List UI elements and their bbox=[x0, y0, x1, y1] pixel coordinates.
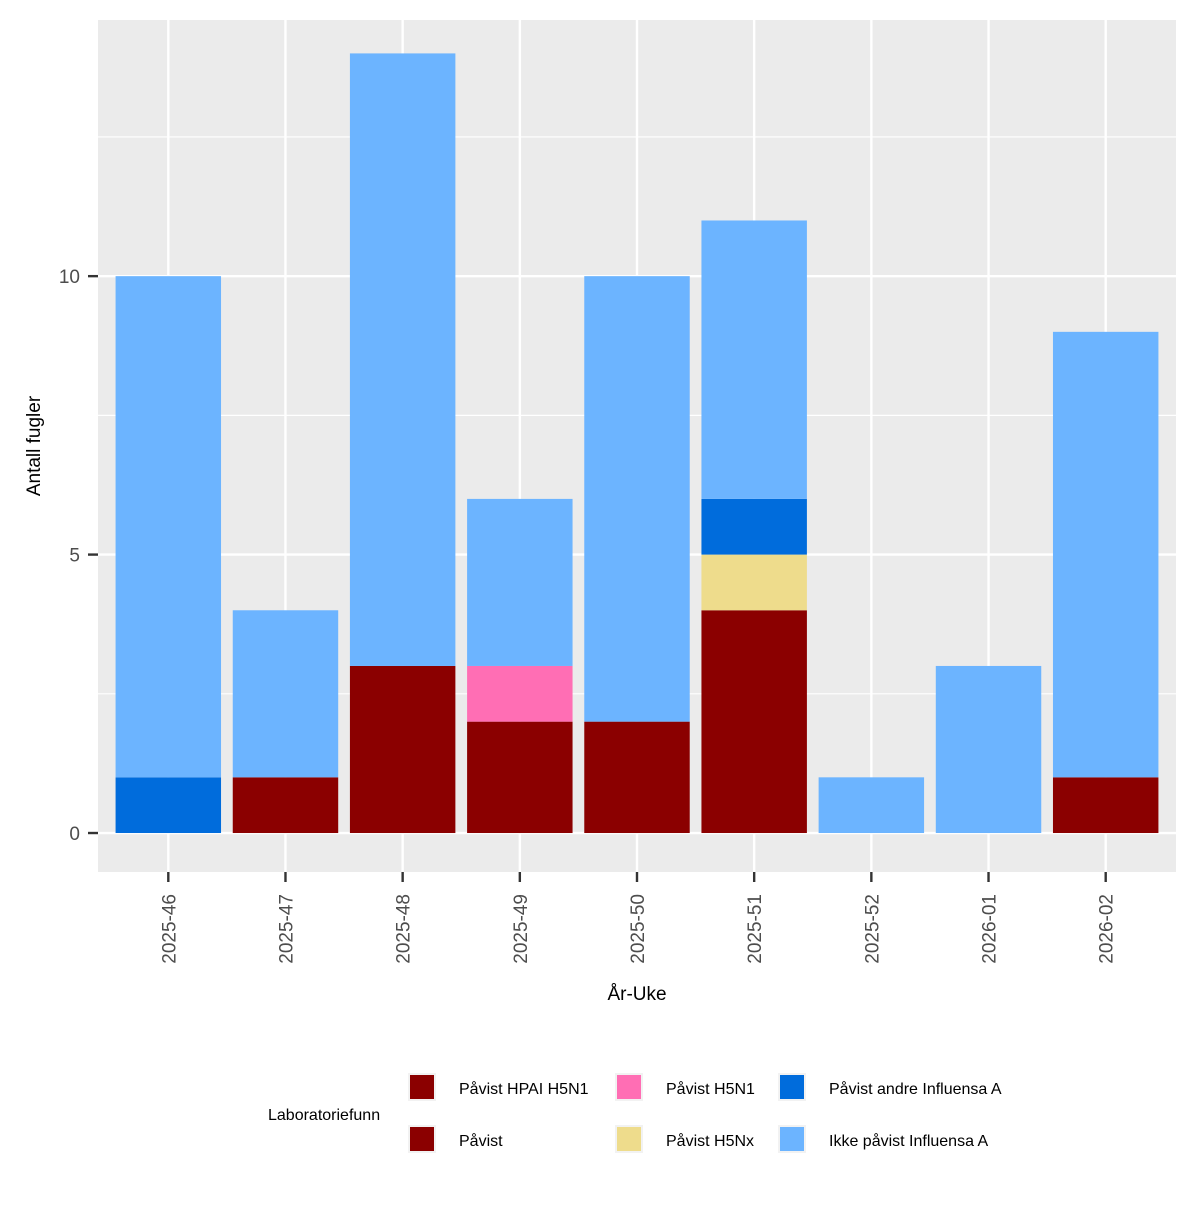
bar-segment bbox=[467, 721, 573, 834]
legend-label: Påvist andre Influensa A bbox=[829, 1080, 1002, 1098]
legend-key-swatch bbox=[780, 1075, 804, 1099]
legend-label: Påvist H5Nx bbox=[666, 1132, 754, 1150]
y-tick-label: 5 bbox=[69, 546, 80, 567]
bar-segment bbox=[467, 498, 573, 666]
x-tick-label: 2025-52 bbox=[862, 894, 883, 964]
x-tick-label: 2025-48 bbox=[394, 894, 415, 964]
legend-label: Påvist HPAI H5N1 bbox=[459, 1080, 589, 1098]
x-tick-label: 2026-02 bbox=[1097, 894, 1118, 964]
bar-segment bbox=[1052, 331, 1159, 778]
x-axis-title: År-Uke bbox=[607, 984, 666, 1005]
legend-label: Ikke påvist Influensa A bbox=[829, 1132, 989, 1150]
bar-segment bbox=[701, 610, 807, 834]
bar-segment bbox=[467, 665, 573, 722]
legend-title: Laboratoriefunn bbox=[268, 1107, 380, 1124]
x-tick-label: 2025-49 bbox=[511, 894, 532, 964]
bar-segment bbox=[349, 53, 456, 666]
x-tick-label: 2025-47 bbox=[276, 894, 297, 964]
legend-key-swatch bbox=[617, 1127, 641, 1151]
legend-key-swatch bbox=[410, 1075, 434, 1099]
bar-segment bbox=[1052, 777, 1159, 834]
legend-key-swatch bbox=[780, 1127, 804, 1151]
y-axis: 0 5 10 bbox=[59, 267, 98, 845]
bar-segment bbox=[701, 554, 807, 611]
bar-segment bbox=[701, 220, 807, 499]
bar-segment bbox=[584, 276, 690, 722]
bar-segment bbox=[935, 665, 1042, 834]
legend: Laboratoriefunn Påvist HPAI H5N1 Påvist På… bbox=[268, 1073, 1002, 1153]
bar-segment bbox=[818, 777, 925, 834]
bars bbox=[115, 53, 1159, 834]
bar-segment bbox=[584, 721, 690, 834]
bar-segment bbox=[349, 665, 456, 834]
legend-key-swatch bbox=[617, 1075, 641, 1099]
legend-label: Påvist H5N1 bbox=[666, 1080, 755, 1098]
x-axis: 2025-46 2025-47 2025-48 2025-49 2025-50 2025-… bbox=[159, 872, 1118, 964]
x-tick-label: 2025-46 bbox=[159, 894, 180, 964]
bar-segment bbox=[232, 610, 339, 778]
bar-segment bbox=[701, 498, 807, 555]
y-axis-title: Antall fugler bbox=[24, 395, 45, 496]
legend-label: Påvist bbox=[459, 1132, 503, 1150]
x-tick-label: 2026-01 bbox=[980, 894, 1001, 964]
y-tick-label: 10 bbox=[59, 267, 80, 288]
x-tick-label: 2025-50 bbox=[628, 894, 649, 964]
bar-segment bbox=[115, 777, 222, 834]
bar-segment bbox=[232, 777, 339, 834]
bar-segment bbox=[115, 276, 222, 778]
legend-key-swatch bbox=[410, 1127, 434, 1151]
y-tick-label: 0 bbox=[69, 824, 80, 845]
x-tick-label: 2025-51 bbox=[745, 894, 766, 964]
